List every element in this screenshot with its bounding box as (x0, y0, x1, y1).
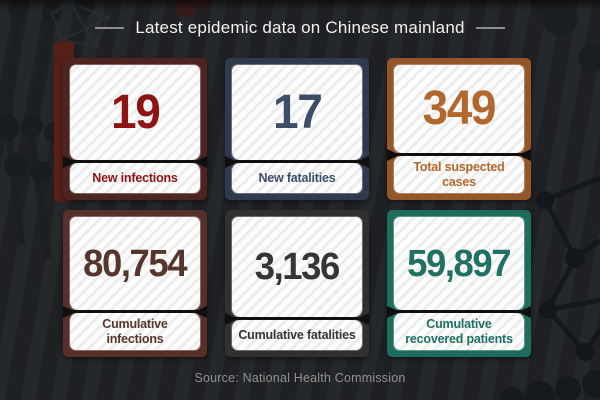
source-attribution: Source: National Health Commission (194, 371, 406, 385)
card-divider (63, 155, 207, 168)
card-divider (225, 312, 369, 325)
divider-notch-left-icon (387, 305, 400, 318)
card-divider (387, 148, 531, 161)
stat-label-panel: Total suspected cases (394, 156, 524, 193)
stat-label-panel: Cumulative recovered patients (394, 313, 524, 350)
stat-label-panel: Cumulative infections (70, 313, 200, 350)
stat-value: 80,754 (83, 242, 188, 285)
stat-value-panel: 59,897 (394, 217, 524, 311)
stat-label-panel: New fatalities (232, 163, 362, 193)
stat-value-panel: 349 (394, 65, 524, 154)
divider-notch-right-icon (194, 155, 207, 168)
stat-label: Cumulative recovered patients (405, 317, 513, 346)
divider-notch-left-icon (225, 312, 238, 325)
stat-label: Cumulative infections (102, 317, 168, 346)
stat-card-cumulative-recovered-patients: 59,897 Cumulative recovered patients (387, 210, 531, 357)
divider-notch-right-icon (194, 305, 207, 318)
stat-label: Cumulative fatalities (238, 327, 356, 342)
divider-notch-right-icon (518, 305, 531, 318)
stat-card-new-infections: 19 New infections (63, 58, 207, 200)
stat-value: 349 (422, 82, 497, 136)
title-dash-left (95, 27, 125, 29)
stat-value: 19 (110, 85, 161, 139)
stat-card-cumulative-fatalities: 3,136 Cumulative fatalities (225, 210, 369, 357)
card-divider (63, 305, 207, 318)
stat-value-panel: 19 (70, 65, 200, 160)
divider-notch-right-icon (356, 155, 369, 168)
card-divider (225, 155, 369, 168)
stat-value: 3,136 (254, 246, 341, 288)
stat-value-panel: 17 (232, 65, 362, 160)
divider-notch-left-icon (387, 148, 400, 161)
stat-label: Total suspected cases (413, 160, 505, 189)
stat-value: 59,897 (407, 242, 512, 285)
divider-notch-left-icon (225, 155, 238, 168)
footer: Source: National Health Commission (0, 369, 600, 387)
divider-notch-right-icon (518, 148, 531, 161)
stat-label-panel: Cumulative fatalities (232, 320, 362, 350)
stat-label-panel: New infections (70, 163, 200, 193)
header: Latest epidemic data on Chinese mainland (0, 0, 600, 56)
stat-card-total-suspected-cases: 349 Total suspected cases (387, 58, 531, 200)
stat-label: New fatalities (258, 170, 336, 185)
stat-value-panel: 3,136 (232, 217, 362, 317)
stat-card-cumulative-infections: 80,754 Cumulative infections (63, 210, 207, 357)
stat-card-new-fatalities: 17 New fatalities (225, 58, 369, 200)
stat-label: New infections (92, 170, 178, 185)
title-dash-right (475, 27, 505, 29)
stat-value-panel: 80,754 (70, 217, 200, 311)
card-divider (387, 305, 531, 318)
divider-notch-left-icon (63, 155, 76, 168)
stats-grid: 19 New infections 17 New fatalities (63, 58, 531, 357)
divider-notch-left-icon (63, 305, 76, 318)
page-title: Latest epidemic data on Chinese mainland (135, 18, 465, 37)
stat-value: 17 (272, 85, 323, 139)
divider-notch-right-icon (356, 312, 369, 325)
